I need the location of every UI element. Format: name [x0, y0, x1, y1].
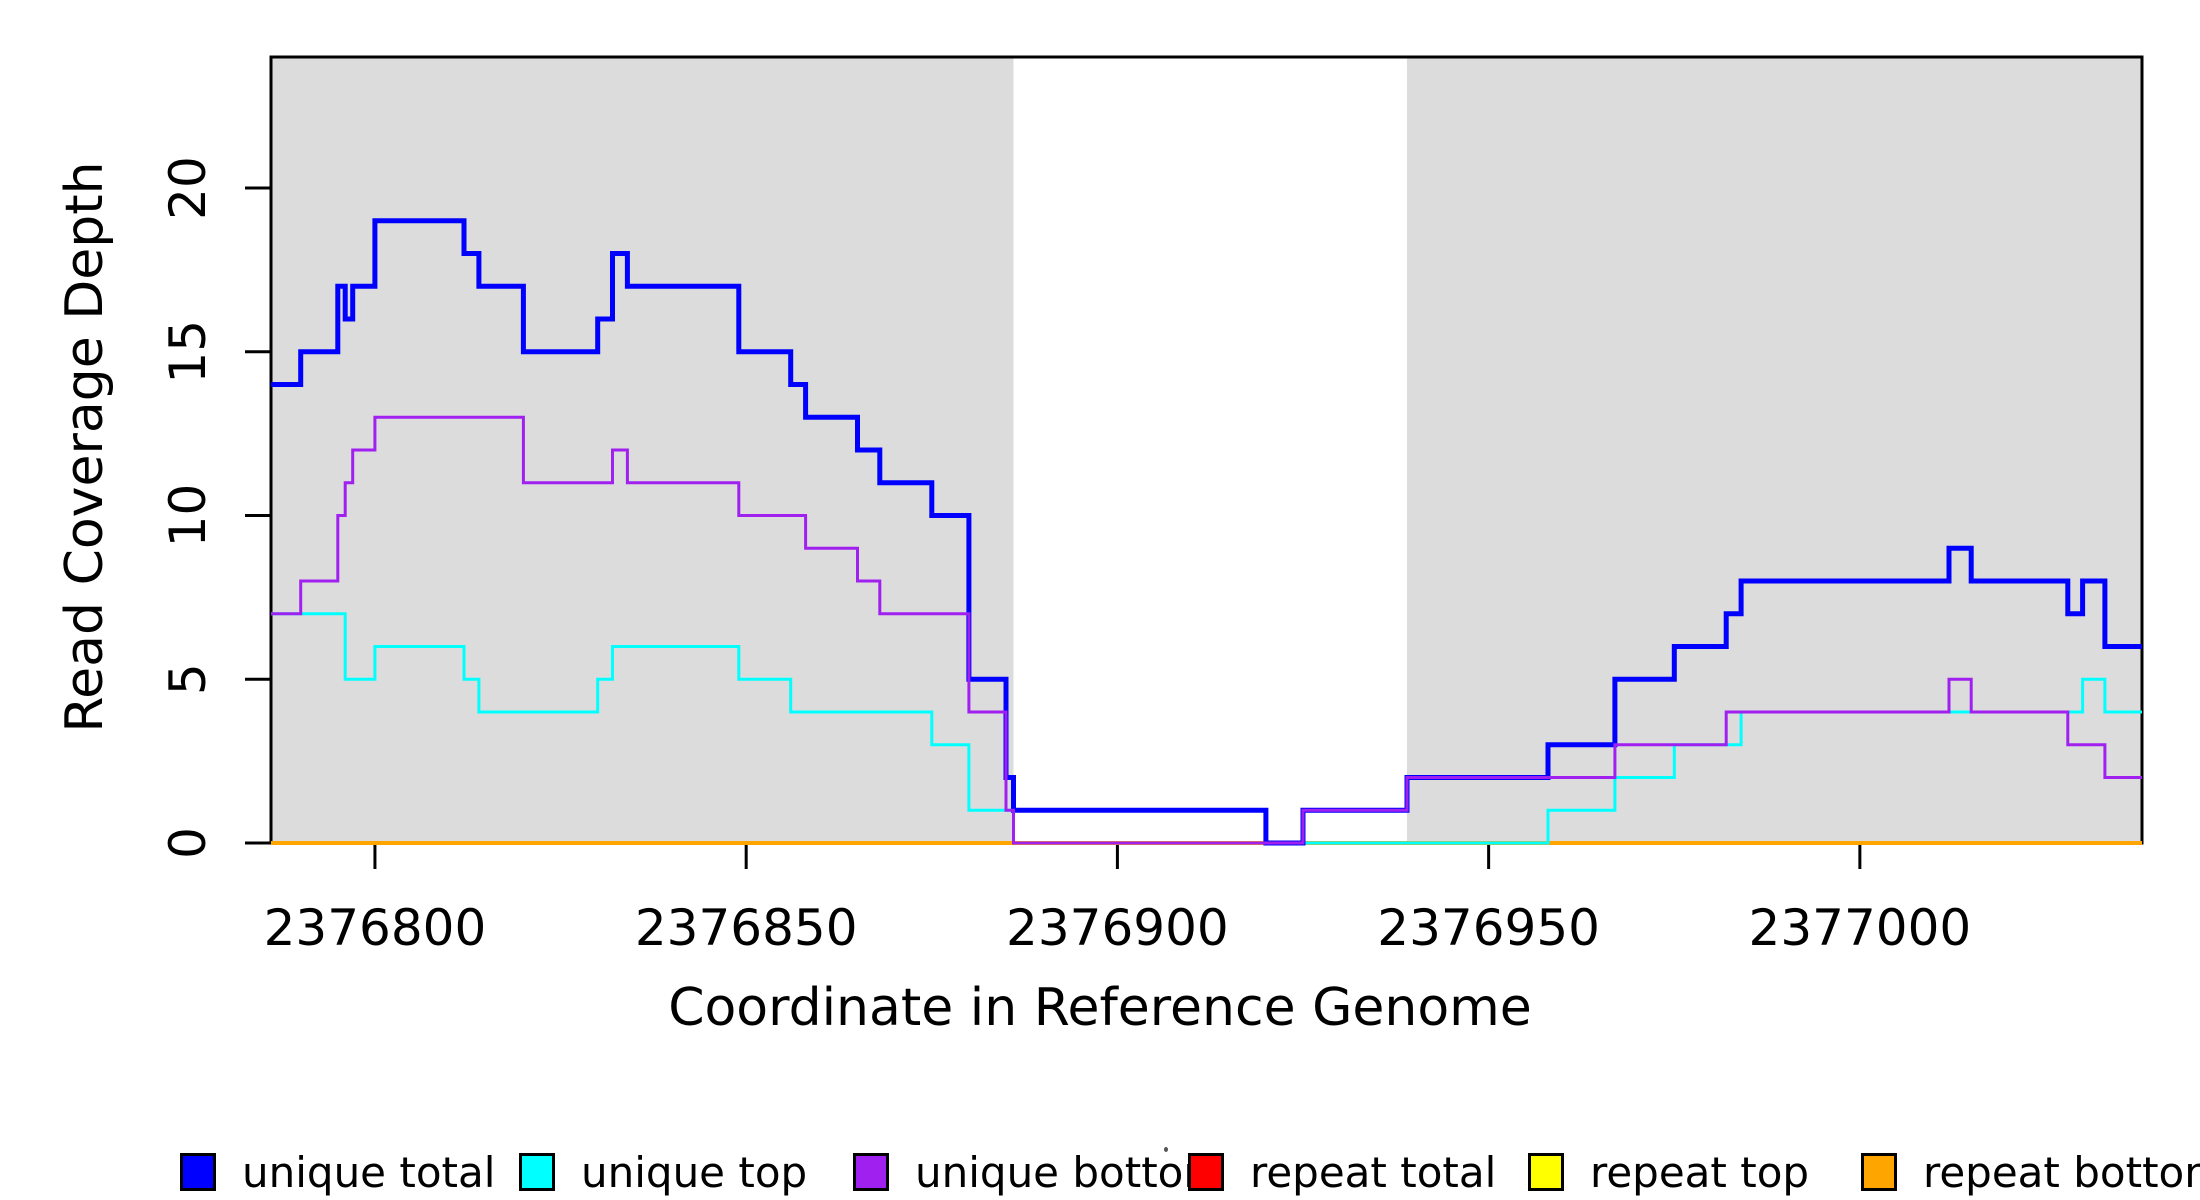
x-tick-label: 2376850 [635, 899, 858, 957]
legend-swatch-repeat-top [1528, 1153, 1564, 1191]
legend-label: repeat top [1590, 1147, 1810, 1197]
x-tick-label: 2376900 [1006, 899, 1229, 957]
legend-swatch-unique-bottom [853, 1153, 889, 1191]
legend-item-unique-top: unique top [519, 1148, 807, 1197]
y-tick-label: 0 [159, 827, 217, 859]
shaded-region-band [1406, 57, 2142, 843]
legend-swatch-repeat-bottom [1861, 1153, 1897, 1191]
y-tick-label: 20 [159, 156, 217, 220]
shaded-region-band [271, 57, 1014, 843]
legend-item-unique-total: unique total [180, 1148, 495, 1197]
legend-label: unique bottom [915, 1147, 1225, 1197]
legend-swatch-repeat-total [1188, 1153, 1224, 1191]
stray-dot-artifact [1164, 1147, 1168, 1152]
legend-item-repeat-top: repeat top [1528, 1148, 1809, 1197]
series-line-unique-top [271, 612, 2142, 845]
y-axis-title: Read Coverage Depth [55, 161, 115, 733]
legend-label: repeat bottom [1923, 1147, 2200, 1197]
y-tick-label: 15 [159, 320, 217, 384]
legend-label: unique total [242, 1147, 496, 1197]
series-line-unique-bottom [271, 415, 2142, 845]
legend-swatch-unique-total [180, 1153, 216, 1191]
x-tick-label: 2376800 [264, 899, 487, 957]
x-tick-label: 2376950 [1377, 899, 1600, 957]
legend-label: unique top [581, 1147, 808, 1197]
legend-item-repeat-bottom: repeat bottom [1861, 1148, 2200, 1197]
y-tick-label: 5 [159, 663, 217, 695]
x-axis-title: Coordinate in Reference Genome [668, 978, 1532, 1038]
legend-swatch-unique-top [519, 1153, 555, 1191]
x-tick-label: 2377000 [1749, 899, 1972, 957]
legend-item-repeat-total: repeat total [1188, 1148, 1496, 1197]
series-line-unique-total [271, 218, 2142, 846]
legend-label: repeat total [1250, 1147, 1497, 1197]
legend-item-unique-bottom: unique bottom [853, 1148, 1224, 1197]
y-tick-label: 10 [159, 484, 217, 548]
